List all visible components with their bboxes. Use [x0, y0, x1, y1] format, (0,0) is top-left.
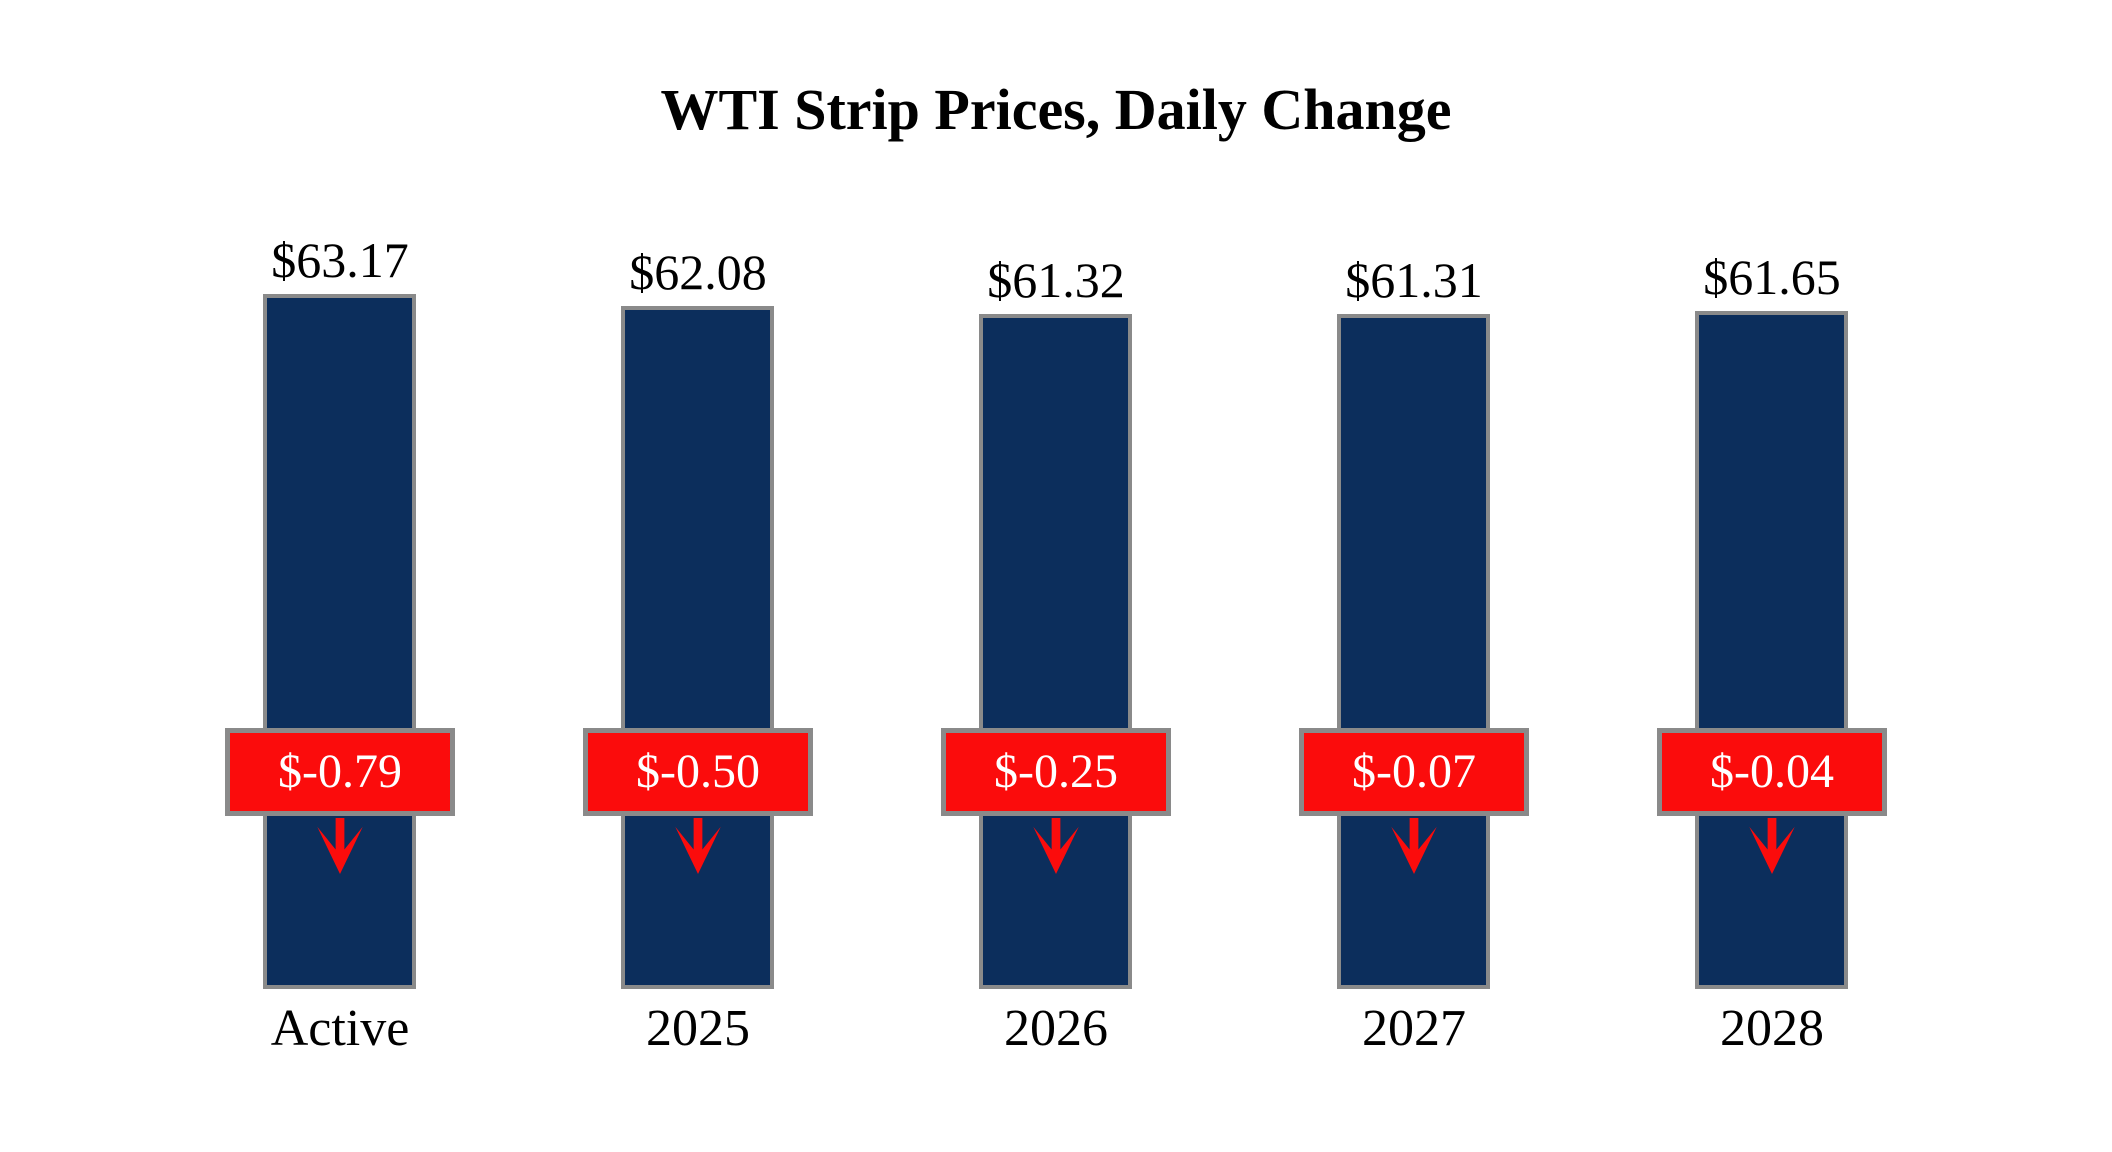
change-badge: $-0.04 — [1657, 728, 1887, 816]
category-label: Active — [270, 1000, 410, 1057]
bar-group-2026: $61.32 $-0.25 2026 — [941, 0, 1171, 1152]
price-label: $61.65 — [1703, 249, 1841, 305]
change-label: $-0.79 — [278, 745, 402, 798]
category-label: 2026 — [1004, 1000, 1108, 1057]
change-badge: $-0.79 — [225, 728, 455, 816]
change-label: $-0.25 — [994, 745, 1118, 798]
arrow-down-icon — [1391, 818, 1437, 874]
bar-group-2025: $62.08 $-0.50 2025 — [583, 0, 813, 1152]
price-label: $61.31 — [1345, 252, 1483, 308]
change-badge: $-0.50 — [583, 728, 813, 816]
arrow-down-icon — [675, 818, 721, 874]
change-badge: $-0.25 — [941, 728, 1171, 816]
change-label: $-0.50 — [636, 745, 760, 798]
change-label: $-0.07 — [1352, 745, 1476, 798]
bar-group-active: $63.17 $-0.79 Active — [225, 0, 455, 1152]
bar — [1337, 314, 1490, 989]
bar — [621, 306, 774, 989]
price-label: $63.17 — [271, 232, 409, 288]
price-label: $61.32 — [987, 252, 1125, 308]
category-label: 2025 — [646, 1000, 750, 1057]
bar-group-2027: $61.31 $-0.07 2027 — [1299, 0, 1529, 1152]
bar — [263, 294, 416, 989]
change-label: $-0.04 — [1710, 745, 1834, 798]
category-label: 2027 — [1362, 1000, 1466, 1057]
arrow-down-icon — [317, 818, 363, 874]
change-badge: $-0.07 — [1299, 728, 1529, 816]
chart-title: WTI Strip Prices, Daily Change — [660, 77, 1452, 142]
bar — [979, 314, 1132, 989]
price-label: $62.08 — [629, 244, 767, 300]
bar — [1695, 311, 1848, 989]
arrow-down-icon — [1033, 818, 1079, 874]
category-label: 2028 — [1720, 1000, 1824, 1057]
bar-group-2028: $61.65 $-0.04 2028 — [1657, 0, 1887, 1152]
arrow-down-icon — [1749, 818, 1795, 874]
